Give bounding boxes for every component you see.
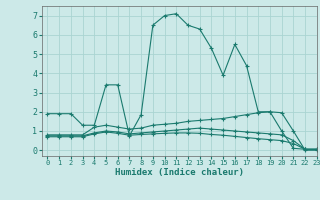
X-axis label: Humidex (Indice chaleur): Humidex (Indice chaleur)	[115, 168, 244, 177]
